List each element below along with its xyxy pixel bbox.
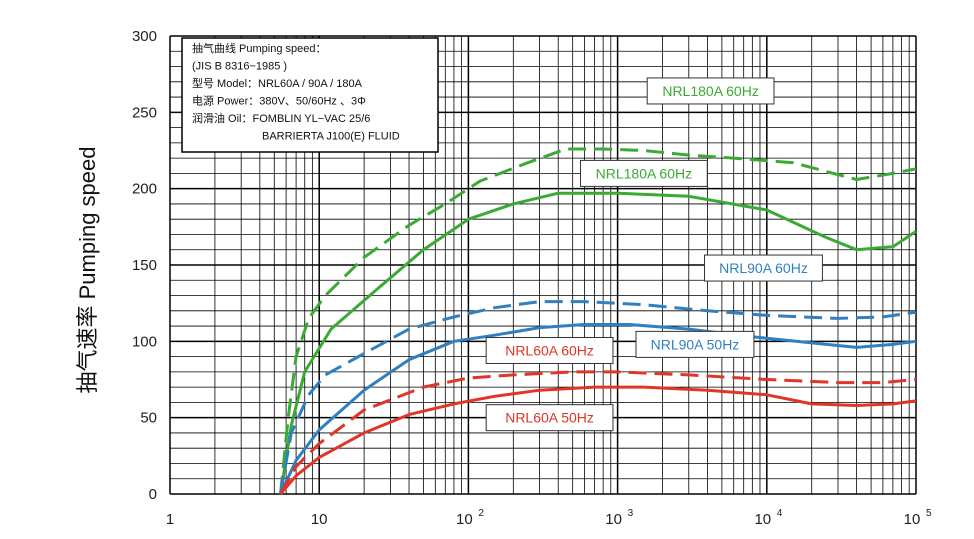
info-line: BARRIERTA J100(E) FLUID xyxy=(262,131,400,143)
series-label: NRL60A 50Hz xyxy=(505,410,594,426)
info-line: 电源 Power：380V、50/60Hz 、3Φ xyxy=(192,94,366,108)
y-tick-label: 50 xyxy=(140,410,157,427)
x-tick-label: 10 xyxy=(904,511,921,528)
series-line xyxy=(279,147,917,495)
info-box-frame xyxy=(181,37,439,153)
series-label-box xyxy=(635,330,755,358)
x-tick-label: 10 xyxy=(605,511,622,528)
x-tick-label: 10 xyxy=(754,511,771,528)
x-tick-exponent: 4 xyxy=(777,508,783,519)
info-line: 润滑油 Oil：FOMBLIN YL−VAC 25/6 xyxy=(192,111,370,125)
x-tick-label: 10 xyxy=(311,511,328,528)
series-label: NRL90A 50Hz xyxy=(651,336,740,352)
x-tick-exponent: 2 xyxy=(478,508,484,519)
tick-labels: 0 50 100 150 200 250 300 1 10 10 2 10 3 10 4 10 5 xyxy=(132,28,932,528)
x-tick-exponent: 5 xyxy=(926,508,932,519)
series-line xyxy=(279,385,917,495)
y-tick-label: 300 xyxy=(132,28,157,45)
series-label-box xyxy=(646,77,775,105)
series-line xyxy=(279,370,917,495)
series-label: NRL90A 60Hz xyxy=(719,260,808,276)
info-line: (JIS B 8316−1985 ) xyxy=(192,61,287,73)
info-box: 抽气曲线 Pumping speed： (JIS B 8316−1985 ) 型号 … xyxy=(181,37,439,153)
y-tick-label: 200 xyxy=(132,181,157,198)
y-axis-label: 抽气速率 Pumping speed xyxy=(75,147,100,394)
x-tick-exponent: 3 xyxy=(628,508,634,519)
series-labels: NRL180A 60Hz NRL180A 60Hz NRL90A 60Hz NRL90… xyxy=(485,77,823,432)
y-tick-label: 150 xyxy=(132,257,157,274)
series-label-box xyxy=(485,336,614,364)
series-label: NRL180A 60Hz xyxy=(662,83,759,99)
x-tick-label: 1 xyxy=(166,511,174,528)
info-line: 型号 Model：NRL60A / 90A / 180A xyxy=(192,76,363,90)
y-tick-label: 100 xyxy=(132,333,157,350)
series-label: NRL60A 60Hz xyxy=(505,342,594,358)
series-line xyxy=(279,300,917,495)
y-tick-label: 250 xyxy=(132,104,157,121)
series-label: NRL180A 60Hz xyxy=(596,165,693,181)
series-label-box xyxy=(704,254,823,282)
series-line xyxy=(279,323,917,495)
series-label-box xyxy=(485,404,614,432)
info-line: 抽气曲线 Pumping speed： xyxy=(192,41,327,55)
series-label-box xyxy=(579,159,708,187)
series-group xyxy=(279,147,917,495)
series-line xyxy=(279,191,917,495)
x-tick-label: 10 xyxy=(456,511,473,528)
y-tick-label: 0 xyxy=(149,486,157,503)
